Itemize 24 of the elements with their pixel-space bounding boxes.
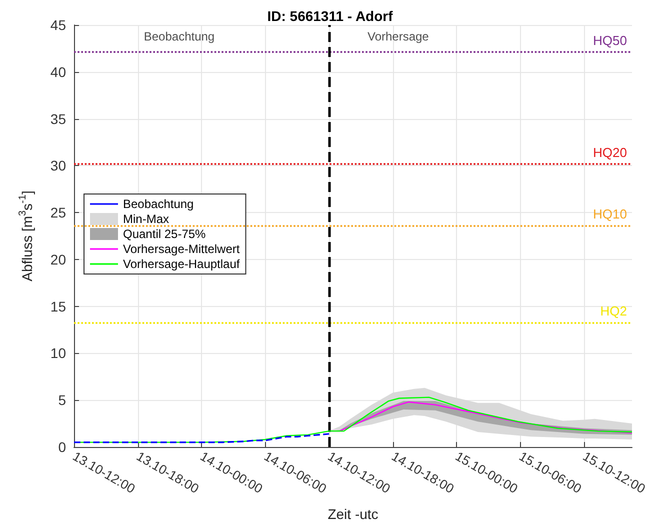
- y-axis-title: Abfluss [m3s-1]: [18, 190, 35, 282]
- legend-label: Vorhersage-Hauptlauf: [123, 257, 240, 271]
- legend-label: Quantil 25-75%: [123, 227, 206, 241]
- y-tick-label: 15: [50, 298, 66, 314]
- legend-label: Vorhersage-Mittelwert: [123, 242, 240, 256]
- y-tick-label: 20: [50, 251, 66, 268]
- chart-title: ID: 5661311 - Adorf: [267, 8, 394, 24]
- annotation: Beobachtung: [144, 30, 215, 44]
- y-tick-label: 25: [50, 204, 66, 221]
- y-tick-label: 45: [50, 17, 66, 33]
- y-tick-label: 30: [50, 158, 66, 174]
- y-tick-label: 5: [58, 392, 66, 408]
- y-tick-label: 0: [58, 439, 66, 455]
- y-tick-label: 40: [50, 64, 66, 80]
- legend-label: Min-Max: [123, 212, 170, 226]
- ref-line-label: HQ20: [593, 144, 627, 160]
- legend-label: Beobachtung: [123, 197, 194, 211]
- x-axis-title: Zeit -utc: [328, 506, 378, 522]
- ref-line-label: HQ2: [600, 303, 627, 318]
- y-tick-label: 35: [50, 110, 66, 127]
- ref-line-label: HQ50: [593, 33, 627, 48]
- y-tick-label: 10: [50, 345, 66, 362]
- ref-line-label: HQ10: [593, 206, 627, 222]
- annotation: Vorhersage: [367, 30, 430, 44]
